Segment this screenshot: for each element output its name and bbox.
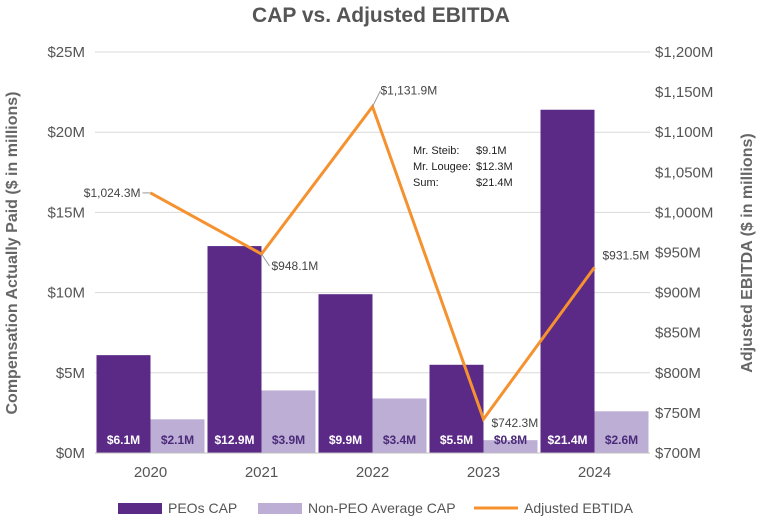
annotation-value: $12.3M	[476, 161, 513, 173]
bar-peos-cap	[96, 355, 151, 453]
left-tick-label: $25M	[47, 44, 85, 61]
bar-peos-cap	[540, 109, 595, 453]
annotation-name: Mr. Lougee:	[413, 161, 471, 173]
bar-non-peo-cap	[261, 390, 316, 453]
bar-data-label: $2.1M	[161, 433, 194, 447]
bar-data-label: $3.9M	[272, 433, 305, 447]
x-tick-label: 2021	[245, 464, 278, 481]
right-tick-label: $800M	[655, 365, 701, 382]
legend: PEOs CAP Non-PEO Average CAP Adjusted EBTI…	[118, 500, 634, 516]
bar-data-label: $0.8M	[494, 433, 527, 447]
x-tick-label: 2020	[134, 464, 167, 481]
bar-data-label: $5.5M	[440, 433, 473, 447]
right-tick-label: $1,150M	[655, 84, 713, 101]
right-tick-label: $850M	[655, 325, 701, 342]
bar-peos-cap	[318, 294, 373, 453]
bar-peos-cap	[429, 364, 484, 453]
x-tick-label: 2024	[578, 464, 611, 481]
ebitda-data-label: $742.3M	[492, 416, 539, 430]
bar-data-label: $3.4M	[383, 433, 416, 447]
bar-non-peo-cap	[594, 411, 649, 453]
annotation-value: $21.4M	[476, 177, 513, 189]
right-tick-label: $1,100M	[655, 124, 713, 141]
right-tick-label: $750M	[655, 405, 701, 422]
legend-swatch	[258, 503, 302, 514]
right-tick-label: $900M	[655, 285, 701, 302]
legend-label: PEOs CAP	[168, 500, 237, 516]
right-tick-label: $1,000M	[655, 204, 713, 221]
left-axis: $0M $5M $10M $15M $20M $25M	[47, 44, 85, 462]
bar-data-label: $2.6M	[605, 433, 638, 447]
right-tick-label: $1,050M	[655, 164, 713, 181]
right-axis: $700M $750M $800M $850M $900M $950M $1,000M $1,…	[655, 44, 713, 462]
left-tick-label: $5M	[56, 365, 85, 382]
left-tick-label: $15M	[47, 204, 85, 221]
annotation-name: Sum:	[413, 177, 439, 189]
line-label-leader	[261, 253, 270, 267]
bars: $6.1M $12.9M $9.9M $5.5M $21.4M $2.1M $3.9M $3.…	[96, 109, 649, 453]
left-tick-label: $0M	[56, 445, 85, 462]
annotation-name: Mr. Steib:	[413, 145, 459, 157]
x-tick-label: 2022	[356, 464, 389, 481]
bar-data-label: $9.9M	[329, 433, 362, 447]
legend-label: Adjusted EBTIDA	[524, 500, 634, 516]
chart-title: CAP vs. Adjusted EBITDA	[252, 4, 510, 27]
bar-data-label: $21.4M	[547, 433, 587, 447]
ebitda-data-label: $948.1M	[272, 259, 319, 273]
legend-swatch	[118, 503, 162, 514]
legend-label: Non-PEO Average CAP	[308, 500, 456, 516]
line-label-leader	[372, 90, 381, 107]
right-axis-label: Adjusted EBITDA ($ in millions)	[739, 133, 756, 372]
ebitda-data-label: $1,131.9M	[381, 84, 438, 98]
peo-breakdown-annotation: Mr. Steib: $9.1M Mr. Lougee: $12.3M Sum: $21.…	[413, 145, 513, 189]
right-tick-label: $700M	[655, 445, 701, 462]
annotation-value: $9.1M	[476, 145, 507, 157]
bar-non-peo-cap	[150, 419, 205, 453]
ebitda-data-label: $931.5M	[603, 248, 650, 262]
x-tick-label: 2023	[467, 464, 500, 481]
right-tick-label: $950M	[655, 245, 701, 262]
left-tick-label: $20M	[47, 124, 85, 141]
left-tick-label: $10M	[47, 285, 85, 302]
ebitda-line: $1,024.3M $948.1M $1,131.9M $742.3M $931.5M	[84, 84, 649, 430]
right-tick-label: $1,200M	[655, 44, 713, 61]
bar-data-label: $12.9M	[214, 433, 254, 447]
left-axis-label: Compensation Actually Paid ($ in million…	[4, 91, 21, 414]
x-axis: 2020 2021 2022 2023 2024	[95, 452, 650, 481]
ebitda-data-label: $1,024.3M	[84, 186, 141, 200]
bar-peos-cap	[207, 246, 262, 453]
bar-non-peo-cap	[483, 440, 538, 453]
bar-data-label: $6.1M	[107, 433, 140, 447]
bar-non-peo-cap	[372, 398, 427, 453]
